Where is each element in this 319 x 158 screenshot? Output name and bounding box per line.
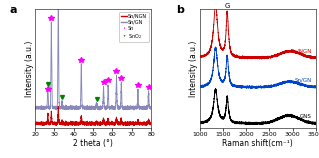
X-axis label: 2 theta (°): 2 theta (°) <box>73 139 113 148</box>
Text: G: G <box>225 3 230 9</box>
Y-axis label: Intensity (a.u.): Intensity (a.u.) <box>189 41 198 97</box>
Text: GNS: GNS <box>300 113 312 118</box>
Text: Sn/GN: Sn/GN <box>295 77 312 82</box>
Legend: Sn/NGN, Sn/GN, Sn, SnO$_2$: Sn/NGN, Sn/GN, Sn, SnO$_2$ <box>119 12 149 42</box>
Text: Sn/NGN: Sn/NGN <box>291 48 312 53</box>
X-axis label: Raman shift(cm⁻¹): Raman shift(cm⁻¹) <box>222 139 293 148</box>
Y-axis label: Intensity (a.u.): Intensity (a.u.) <box>25 41 34 97</box>
Text: b: b <box>177 5 184 15</box>
Text: a: a <box>10 5 17 15</box>
